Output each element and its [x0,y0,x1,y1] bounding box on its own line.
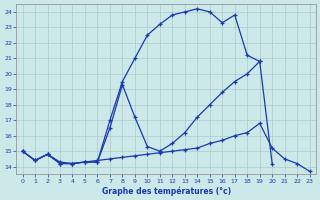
X-axis label: Graphe des températures (°c): Graphe des températures (°c) [101,186,231,196]
